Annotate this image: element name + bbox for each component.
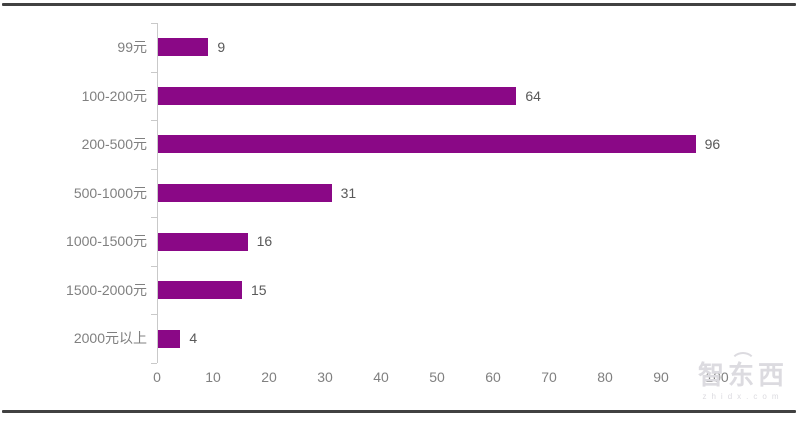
- category-label: 2000元以上: [73, 330, 147, 347]
- category-label: 1000-1500元: [66, 233, 147, 250]
- bar: [158, 281, 242, 300]
- y-axis-tick: [151, 168, 157, 170]
- category-label: 200-500元: [81, 136, 147, 153]
- y-axis-tick: [151, 265, 157, 267]
- value-label: 15: [251, 281, 267, 298]
- bar: [158, 232, 248, 251]
- y-axis-line: [157, 23, 158, 363]
- category-label: 500-1000元: [73, 184, 147, 201]
- bottom-border-rule: [2, 410, 796, 413]
- x-axis-tick-label: 20: [261, 369, 277, 385]
- y-axis-tick: [151, 314, 157, 316]
- y-axis-tick: [151, 217, 157, 219]
- x-axis-tick-label: 50: [429, 369, 445, 385]
- bar: [158, 329, 181, 348]
- y-axis-tick: [151, 363, 157, 364]
- bar: [158, 184, 332, 202]
- x-axis-tick-label: 10: [205, 369, 221, 385]
- y-axis-tick: [151, 71, 157, 73]
- x-axis-tick-label: 40: [373, 369, 389, 385]
- x-axis-tick-label: 70: [541, 369, 557, 385]
- top-border-rule: [2, 3, 796, 6]
- y-axis-tick: [151, 23, 157, 24]
- category-label: 99元: [117, 39, 147, 55]
- category-label: 1500-2000元: [66, 281, 147, 298]
- x-axis-tick-label: 100: [705, 369, 729, 385]
- x-axis-tick-label: 0: [153, 369, 161, 385]
- category-label: 100-200元: [81, 87, 147, 104]
- x-axis-tick-label: 60: [485, 369, 501, 385]
- value-label: 16: [256, 233, 273, 250]
- x-axis-tick-label: 80: [597, 369, 613, 385]
- value-label: 64: [525, 87, 541, 104]
- y-axis-tick: [151, 120, 157, 122]
- value-label: 31: [340, 184, 357, 201]
- x-axis-tick-label: 30: [317, 369, 333, 385]
- value-label: 4: [189, 330, 198, 347]
- x-axis-tick-label: 90: [653, 369, 669, 385]
- bar: [158, 135, 696, 154]
- value-label: 9: [217, 39, 226, 55]
- value-label: 96: [704, 136, 721, 153]
- bar: [158, 38, 209, 57]
- bar: [158, 86, 517, 105]
